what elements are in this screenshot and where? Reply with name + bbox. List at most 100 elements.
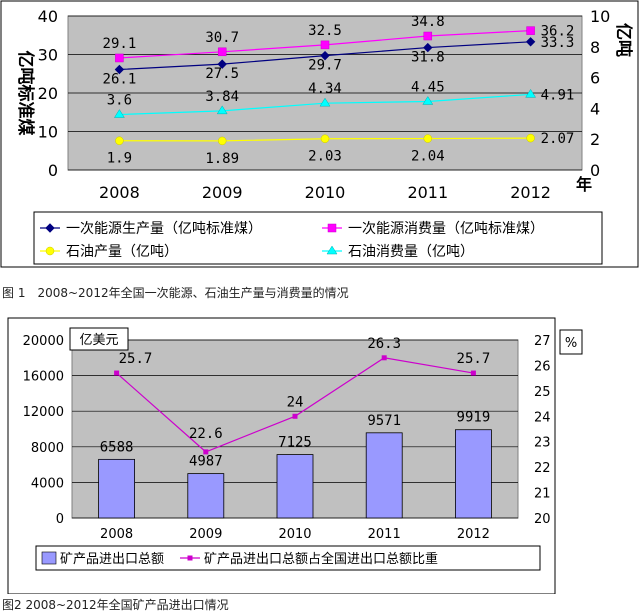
chart-2: 0 4000 8000 12000 16000 20000 20 21 22 23 24 25 26 27… xyxy=(7,317,583,594)
data-label: 2.03 xyxy=(308,149,342,165)
y2-tick-label: 24 xyxy=(534,410,551,425)
data-point xyxy=(114,64,125,75)
y-tick-label: 10 xyxy=(38,123,58,142)
data-point xyxy=(115,53,124,63)
data-point xyxy=(203,449,209,455)
y2-tick-label: 0 xyxy=(590,161,600,180)
data-point xyxy=(115,136,124,145)
data-label: 4.45 xyxy=(411,79,445,95)
legend-marker xyxy=(327,223,337,233)
legend-marker xyxy=(326,245,338,255)
legend-box xyxy=(33,211,603,265)
data-point xyxy=(320,40,330,50)
bar-value-label: 9571 xyxy=(367,413,401,429)
y2-axis-title: 亿吨 xyxy=(613,23,634,57)
data-label: 34.8 xyxy=(411,14,445,30)
data-label: 22.6 xyxy=(189,426,223,442)
y2-tick-label: 25 xyxy=(534,385,551,400)
y2-tick-label: 22 xyxy=(534,461,551,476)
bar xyxy=(454,429,492,519)
bar-value-label: 7125 xyxy=(278,435,312,451)
y2-tick-label: 4 xyxy=(590,99,600,118)
y2-tick-label: 6 xyxy=(590,69,600,88)
y-tick-label: 40 xyxy=(38,7,58,26)
data-point xyxy=(113,109,125,118)
data-point xyxy=(381,355,387,361)
bar-value-label: 6588 xyxy=(100,439,134,455)
data-label: 1.89 xyxy=(205,151,239,167)
y-tick-label: 0 xyxy=(48,161,58,180)
y-tick-label: 20000 xyxy=(23,334,64,349)
legend-label: 石油消费量（亿吨） xyxy=(348,244,474,260)
x-tick-label: 2008 xyxy=(100,527,133,542)
x-tick-label: 2012 xyxy=(457,527,490,542)
y-tick-label: 4000 xyxy=(31,476,64,491)
legend-label: 一次能源消费量（亿吨标准煤） xyxy=(348,221,544,237)
x-tick-label: 2011 xyxy=(368,527,401,542)
legend-label: 石油产量（亿吨） xyxy=(66,244,178,260)
data-label: 27.5 xyxy=(205,66,239,82)
data-point xyxy=(423,134,433,143)
legend-marker xyxy=(45,246,55,256)
data-point xyxy=(216,105,228,115)
data-point xyxy=(470,370,476,376)
y-tick-label: 12000 xyxy=(23,405,64,420)
y2-tick-label: 21 xyxy=(534,487,551,502)
data-label: 31.8 xyxy=(411,50,445,66)
y-tick-label: 0 xyxy=(56,512,64,527)
bar xyxy=(365,432,403,519)
y2-tick-label: 10 xyxy=(590,7,610,26)
y2-axis-title: % xyxy=(565,336,577,351)
y-axis-title-box xyxy=(69,327,129,351)
figure-1: 0 10 20 30 40 0 2 4 6 8 10 2008 2009 2010 2011 2012 年 亿吨标… xyxy=(0,0,641,300)
x-tick-label: 2010 xyxy=(305,183,346,202)
y-tick-label: 16000 xyxy=(23,370,64,385)
x-tick-label: 2008 xyxy=(99,183,140,202)
data-label: 4.34 xyxy=(308,81,342,97)
x-tick-label: 2012 xyxy=(510,183,551,202)
y-axis-title: 亿美元 xyxy=(79,333,118,348)
data-label: 3.6 xyxy=(107,93,132,109)
data-label: 2.04 xyxy=(411,149,445,165)
bar xyxy=(187,473,225,519)
data-point xyxy=(423,42,433,53)
data-point xyxy=(525,88,537,98)
data-label: 32.5 xyxy=(308,23,342,39)
data-label: 25.7 xyxy=(119,351,153,367)
data-label: 24 xyxy=(287,394,304,410)
data-point xyxy=(320,50,330,61)
data-label: 29.7 xyxy=(308,58,342,74)
bar xyxy=(276,454,314,519)
y-tick-label: 20 xyxy=(38,84,58,103)
figure-1-caption: 图 1 2008~2012年全国一次能源、石油生产量与消费量的情况 xyxy=(2,286,349,300)
data-label: 30.7 xyxy=(205,30,239,46)
data-point xyxy=(114,370,120,376)
data-label: 33.3 xyxy=(541,35,575,51)
y2-tick-label: 8 xyxy=(590,38,600,57)
data-label: 3.84 xyxy=(205,89,239,105)
data-point xyxy=(217,59,227,69)
legend-marker xyxy=(187,555,193,561)
data-label: 26.1 xyxy=(103,72,137,88)
data-label: 1.9 xyxy=(107,151,132,167)
y2-tick-label: 23 xyxy=(534,436,551,451)
data-label: 26.3 xyxy=(367,336,401,352)
bar-value-label: 9919 xyxy=(457,410,491,426)
data-point xyxy=(217,47,227,57)
y2-tick-label: 2 xyxy=(590,130,600,149)
data-point xyxy=(423,31,433,41)
data-point xyxy=(422,95,434,105)
data-point xyxy=(292,413,298,419)
legend-label: 矿产品进出口总额占全国进出口总额比重 xyxy=(204,551,438,567)
y2-tick-label: 20 xyxy=(534,512,551,527)
y2-tick-label: 26 xyxy=(534,359,551,374)
x-tick-label: 2010 xyxy=(278,527,311,542)
legend-swatch xyxy=(41,551,57,565)
bar xyxy=(98,458,135,519)
chart-1: 0 10 20 30 40 0 2 4 6 8 10 2008 2009 2010 2011 2012 年 亿吨标… xyxy=(0,0,639,268)
data-label: 2.07 xyxy=(541,131,575,147)
x-tick-label: 2009 xyxy=(202,183,243,202)
legend-label: 一次能源生产量（亿吨标准煤） xyxy=(66,221,262,237)
y-tick-label: 30 xyxy=(38,46,58,65)
legend-marker xyxy=(45,223,55,233)
